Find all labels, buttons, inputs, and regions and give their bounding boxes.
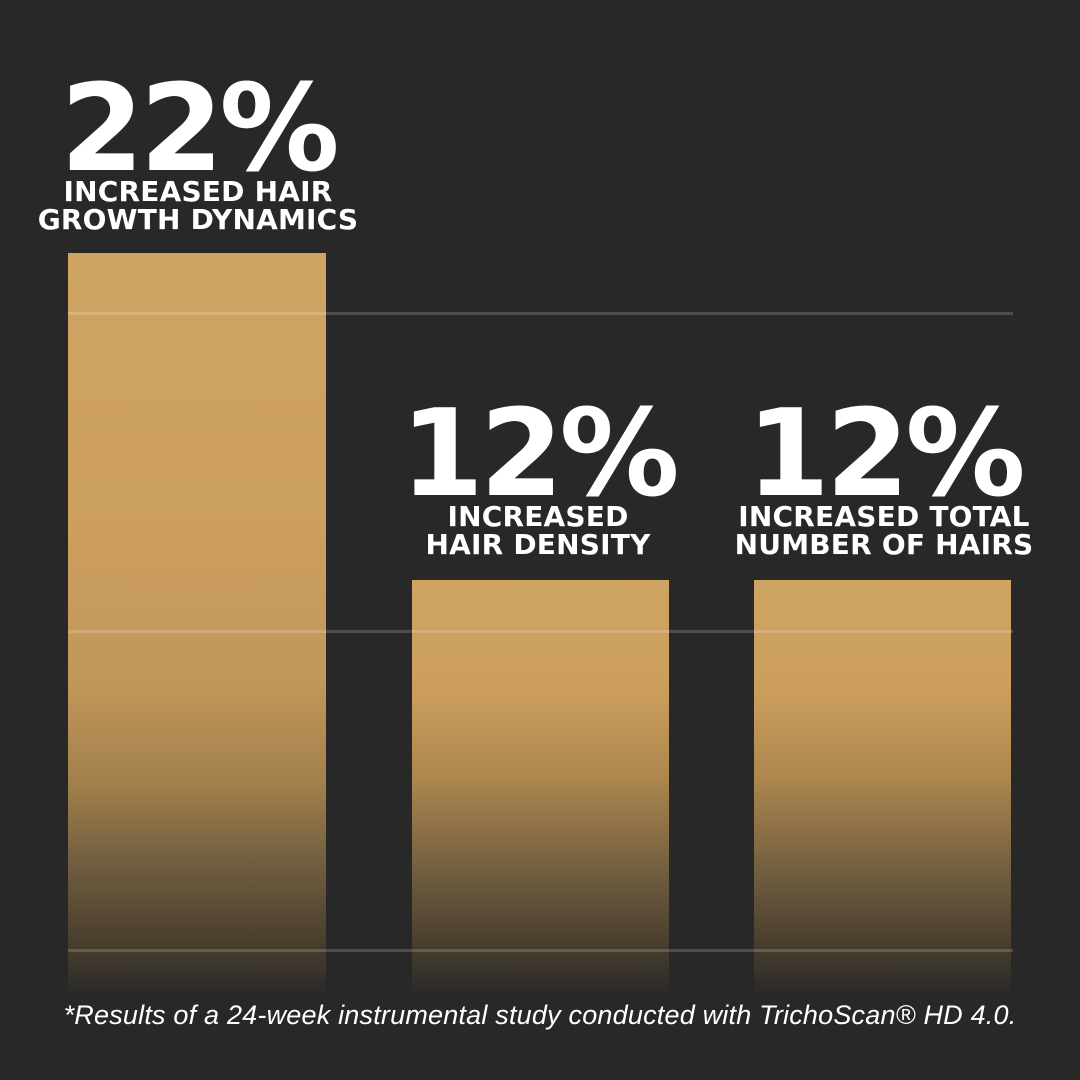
stat-value: 12%	[400, 385, 679, 524]
stat-block-hair-density: 12% INCREASED HAIR DENSITY	[368, 395, 708, 559]
gridline-20-percent	[68, 312, 1013, 315]
bar-hair-density	[412, 580, 669, 951]
bar-growth-dynamics	[68, 253, 326, 951]
bar-reflection-total-hairs	[754, 951, 1011, 997]
study-footnote: *Results of a 24-week instrumental study…	[63, 1000, 1017, 1030]
stat-label-line2: GROWTH DYNAMICS	[37, 203, 359, 236]
stat-label-line2: HAIR DENSITY	[425, 528, 651, 561]
bar-total-hairs	[754, 580, 1011, 951]
stat-label-line2: NUMBER OF HAIRS	[734, 528, 1034, 561]
stat-block-total-hairs: 12% INCREASED TOTAL NUMBER OF HAIRS	[712, 395, 1056, 559]
stat-block-growth-dynamics: 22% INCREASED HAIR GROWTH DYNAMICS	[18, 70, 378, 234]
bar-reflection-growth-dynamics	[68, 951, 326, 997]
gridline-baseline	[68, 949, 1013, 952]
stat-value: 12%	[746, 385, 1025, 524]
stat-value: 22%	[60, 60, 339, 199]
stat-label-line1: INCREASED TOTAL	[738, 500, 1030, 533]
gridline-10-percent	[68, 630, 1013, 633]
stat-label-line1: INCREASED	[447, 500, 629, 533]
stat-label-line1: INCREASED HAIR	[63, 175, 333, 208]
bar-reflection-hair-density	[412, 951, 669, 997]
